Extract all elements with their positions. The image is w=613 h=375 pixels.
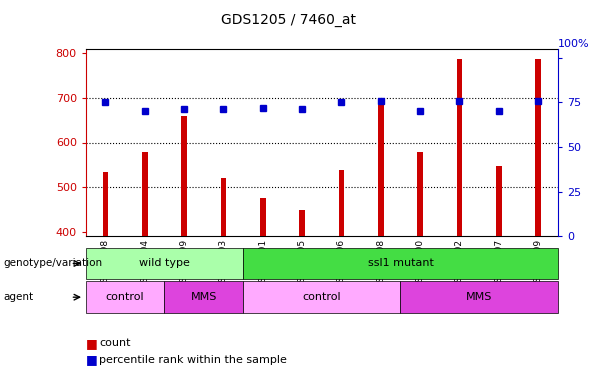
Bar xyxy=(86,248,243,279)
Bar xyxy=(378,105,384,236)
Bar xyxy=(496,166,502,236)
Text: wild type: wild type xyxy=(139,258,190,268)
Text: percentile rank within the sample: percentile rank within the sample xyxy=(99,355,287,365)
Bar xyxy=(400,281,558,313)
Text: 100%: 100% xyxy=(558,39,590,49)
Text: GDS1205 / 7460_at: GDS1205 / 7460_at xyxy=(221,13,356,27)
Bar xyxy=(86,281,164,313)
Bar xyxy=(102,171,109,236)
Text: ■: ■ xyxy=(86,337,97,350)
Bar xyxy=(535,60,541,236)
Text: count: count xyxy=(99,338,131,348)
Bar xyxy=(221,178,226,236)
Bar xyxy=(243,281,400,313)
Text: agent: agent xyxy=(3,292,33,302)
Text: genotype/variation: genotype/variation xyxy=(3,258,102,268)
Bar xyxy=(243,248,558,279)
Bar xyxy=(338,170,345,236)
Bar xyxy=(181,116,187,236)
Bar xyxy=(142,152,148,236)
Bar xyxy=(299,210,305,236)
Bar xyxy=(457,60,462,236)
Text: ssl1 mutant: ssl1 mutant xyxy=(368,258,433,268)
Text: MMS: MMS xyxy=(191,292,217,302)
Text: control: control xyxy=(302,292,341,302)
Text: MMS: MMS xyxy=(466,292,492,302)
Text: control: control xyxy=(106,292,145,302)
Bar xyxy=(417,152,423,236)
Bar xyxy=(260,198,266,236)
Bar xyxy=(164,281,243,313)
Text: ■: ■ xyxy=(86,354,97,366)
